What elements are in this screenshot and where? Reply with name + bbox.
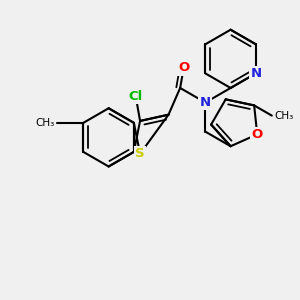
Text: Cl: Cl — [129, 90, 143, 103]
Text: N: N — [250, 67, 261, 80]
Text: S: S — [135, 147, 145, 160]
Text: CH₃: CH₃ — [275, 111, 294, 121]
Text: O: O — [178, 61, 189, 74]
Text: O: O — [252, 128, 263, 141]
Text: N: N — [200, 96, 211, 109]
Text: CH₃: CH₃ — [35, 118, 54, 128]
